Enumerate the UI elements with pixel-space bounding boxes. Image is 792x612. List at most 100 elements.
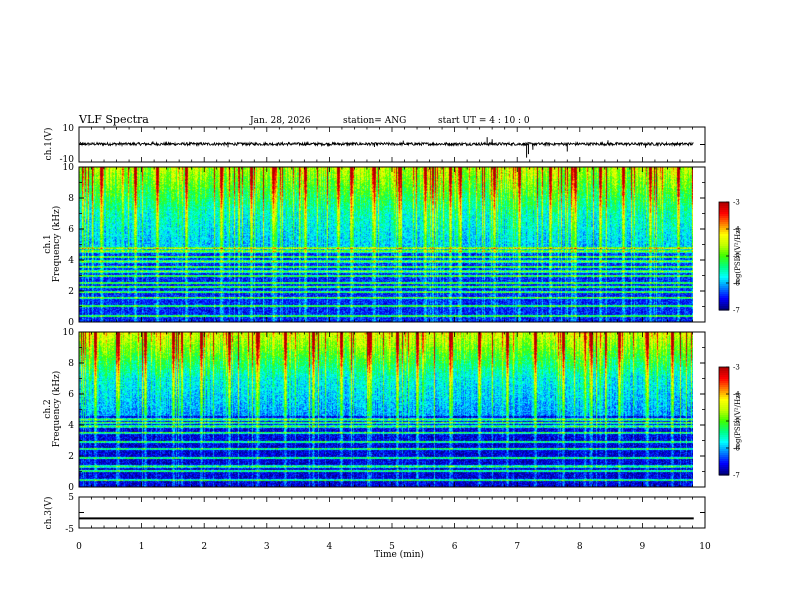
ch1-colorbar-tick-label: -3	[733, 199, 740, 207]
ch2-colorbar-cell	[719, 435, 729, 438]
ch2-colorbar-cell	[719, 463, 729, 466]
ch1-colorbar-tick-label: -6	[733, 280, 740, 288]
ch3-waveform-panel: 5 -5 ch.3(V)	[43, 493, 706, 535]
ch2-colorbar-cell	[719, 469, 729, 472]
ch3-waveform-plot	[79, 512, 705, 520]
ch1-waveform-ylabel: ch.1(V)	[43, 128, 54, 161]
ch1-colorbar-cell	[719, 286, 729, 289]
ch1-spectrogram-ytick-label: 2	[68, 287, 74, 297]
time-axis: 0 1 2 3 4 5 6 7 8 9 10	[76, 127, 711, 552]
ch1-colorbar-cell	[719, 230, 729, 233]
ch1-spectrogram-ytick-label: 10	[63, 163, 75, 173]
ch1-colorbar-cell	[719, 276, 729, 279]
ch2-spectrogram-ytick-label: 10	[63, 328, 75, 338]
ch1-colorbar-cell	[719, 306, 729, 309]
ch1-colorbar-cell	[719, 220, 729, 223]
ch1-colorbar-cell	[719, 278, 729, 281]
ch2-colorbar-cell	[719, 399, 729, 402]
ch2-colorbar-cell	[719, 443, 729, 446]
time-tick-label: 3	[264, 542, 270, 552]
ch2-spectrogram-ytick-label: 4	[68, 421, 74, 431]
ch1-colorbar-cell	[719, 266, 729, 269]
ch2-colorbar-cell	[719, 467, 729, 470]
ch2-spectrogram-ylabel-channel: ch.2	[43, 399, 53, 418]
ch1-colorbar-cell	[719, 242, 729, 245]
ch1-colorbar-cell	[719, 210, 729, 213]
ch1-colorbar-cell	[719, 218, 729, 221]
ch2-colorbar-cell	[719, 473, 729, 476]
ch1-colorbar-tick-label: -7	[733, 307, 740, 315]
ch2-colorbar-cell	[719, 393, 729, 396]
ch2-colorbar-cell	[719, 453, 729, 456]
ch1-colorbar-cell	[719, 244, 729, 247]
time-tick-label: 7	[514, 542, 520, 552]
ch2-colorbar-cell	[719, 449, 729, 452]
ch1-colorbar-cell	[719, 236, 729, 239]
ch1-spectrogram-ylabel-frequency: Frequency (kHz)	[51, 206, 62, 283]
ch1-colorbar-cell	[719, 252, 729, 255]
ch2-colorbar-cell	[719, 437, 729, 440]
ch1-colorbar-cell	[719, 254, 729, 257]
time-tick-label: 2	[201, 542, 207, 552]
ch2-colorbar-tick-label: -5	[733, 418, 740, 426]
ch2-colorbar-cell	[719, 377, 729, 380]
ch1-colorbar-cell	[719, 216, 729, 219]
ch2-colorbar-cell	[719, 405, 729, 408]
ch1-colorbar-cell	[719, 260, 729, 263]
ch1-colorbar-cell	[719, 208, 729, 211]
station-label: station= ANG	[343, 116, 406, 126]
ch3-ytick-top: 5	[68, 493, 74, 503]
ch1-spectrogram-ylabel-channel: ch.1	[43, 234, 53, 253]
start-time-label: start UT = 4 : 10 : 0	[438, 116, 530, 126]
ch1-colorbar: -3 -4 -5 -6 -7	[718, 199, 740, 315]
ch1-colorbar-cell	[719, 304, 729, 307]
ch3-waveform-ylabel: ch.3(V)	[43, 497, 54, 530]
ch2-colorbar-cell	[719, 433, 729, 436]
ch2-colorbar-cell	[719, 395, 729, 398]
ch2-colorbar: -3 -4 -5 -6 -7	[718, 364, 740, 480]
ch2-colorbar-cell	[719, 403, 729, 406]
ch1-colorbar-cell	[719, 274, 729, 277]
ch2-colorbar-cell	[719, 423, 729, 426]
ch2-spectrogram-ytick-label: 0	[68, 483, 74, 493]
ch1-colorbar-tick-label: -4	[733, 226, 740, 234]
ch2-colorbar-cell	[719, 455, 729, 458]
ch1-colorbar-cell	[719, 248, 729, 251]
ch1-ytick-bottom: -10	[60, 155, 75, 165]
ch1-colorbar-cell	[719, 204, 729, 207]
ch2-colorbar-cell	[719, 415, 729, 418]
ch2-colorbar-cell	[719, 409, 729, 412]
ch2-colorbar-cell	[719, 397, 729, 400]
ch1-colorbar-cell	[719, 308, 729, 311]
ch1-colorbar-cell	[719, 292, 729, 295]
ch2-colorbar-cell	[719, 471, 729, 474]
ch2-colorbar-cell	[719, 369, 729, 372]
time-tick-label: 5	[389, 542, 395, 552]
ch1-spectrogram-image	[79, 167, 693, 322]
ch3-waveform-trace	[79, 517, 694, 520]
ch2-spectrogram-ytick-label: 8	[68, 359, 74, 369]
ch2-spectrogram-axis: 0 2 4 6 8 10	[63, 328, 705, 493]
ch2-colorbar-tick-label: -3	[733, 364, 740, 372]
ch2-colorbar-cell	[719, 447, 729, 450]
ch2-colorbar-tick-label: -4	[733, 391, 740, 399]
time-tick-label: 4	[327, 542, 333, 552]
ch1-colorbar-cell	[719, 226, 729, 229]
ch2-colorbar-cell	[719, 379, 729, 382]
ch1-colorbar-cell	[719, 246, 729, 249]
ch2-colorbar-tick-label: -6	[733, 445, 740, 453]
ch1-spectrogram-axis: 0 2 4 6 8 10	[63, 163, 705, 328]
ch1-colorbar-cell	[719, 234, 729, 237]
time-axis-label: Time (min)	[374, 549, 424, 560]
ch2-colorbar-cell	[719, 413, 729, 416]
figure-title: VLF Spectra	[78, 113, 149, 126]
ch2-colorbar-cell	[719, 429, 729, 432]
ch1-spectrogram-ytick-label: 8	[68, 194, 74, 204]
ch2-colorbar-cell	[719, 431, 729, 434]
ch2-colorbar-cell	[719, 421, 729, 424]
ch1-colorbar-cell	[719, 294, 729, 297]
ch2-colorbar-cell	[719, 457, 729, 460]
ch1-colorbar-label: log(PSD)(V²/Hz)	[734, 227, 742, 284]
ch2-colorbar-cell	[719, 391, 729, 394]
